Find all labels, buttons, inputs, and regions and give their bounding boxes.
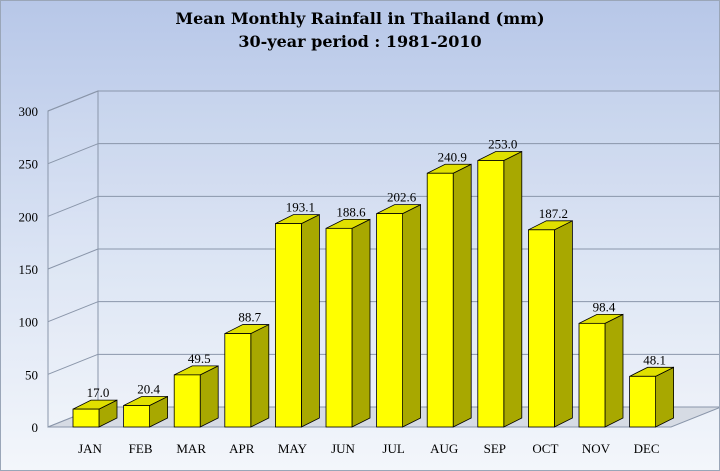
data-label: 88.7 (238, 310, 261, 325)
chart-subtitle: 30-year period : 1981-2010 (238, 32, 482, 51)
bar (224, 333, 252, 428)
x-tick-label: NOV (582, 441, 611, 456)
gridline-side (47, 353, 99, 375)
bar (123, 405, 150, 428)
gridline-side (47, 143, 99, 165)
bar-side (503, 150, 523, 428)
bar (578, 322, 606, 428)
x-tick-label: OCT (532, 441, 558, 456)
x-tick-label: JUN (331, 441, 355, 456)
y-tick-label: 50 (25, 367, 38, 382)
x-tick-label: JAN (78, 441, 102, 456)
bar (72, 408, 100, 428)
data-label: 240.9 (438, 149, 467, 164)
bar (426, 172, 454, 428)
y-tick-label: 300 (19, 104, 39, 119)
chart-title: Mean Monthly Rainfall in Thailand (mm) (175, 9, 545, 28)
bar-side (351, 218, 371, 428)
data-label: 193.1 (286, 200, 315, 215)
bar (376, 213, 404, 428)
bar-side (604, 313, 624, 428)
bar (629, 375, 656, 428)
x-tick-label: DEC (634, 441, 660, 456)
bar (173, 374, 201, 428)
x-tick-label: MAR (176, 441, 206, 456)
data-label: 48.1 (643, 352, 666, 367)
bar-side (655, 366, 674, 428)
bar-side (199, 365, 219, 428)
x-tick-label: JUL (382, 441, 404, 456)
data-label: 188.6 (336, 204, 366, 219)
y-tick-label: 200 (19, 209, 39, 224)
gridline-side (47, 90, 99, 112)
data-label: 187.2 (539, 206, 568, 221)
data-label: 20.4 (137, 382, 160, 397)
bar-side (452, 163, 472, 428)
data-label: 98.4 (593, 299, 616, 314)
bar-side (554, 220, 573, 428)
bar-side (300, 213, 320, 428)
data-label: 49.5 (188, 351, 211, 366)
x-tick-label: MAY (278, 441, 308, 456)
bar-side (250, 323, 270, 428)
y-tick-label: 0 (32, 420, 39, 435)
data-label: 17.0 (87, 385, 110, 400)
x-tick-label: AUG (430, 441, 458, 456)
y-tick-label: 100 (19, 315, 39, 330)
gridline-side (47, 301, 99, 323)
x-tick-label: SEP (484, 441, 506, 456)
y-tick-label: 250 (19, 157, 39, 172)
bar (477, 160, 505, 428)
gridline-side (47, 195, 99, 217)
bar-side (402, 203, 422, 428)
x-tick-label: APR (229, 441, 255, 456)
x-tick-label: FEB (129, 441, 153, 456)
bar (325, 227, 353, 428)
y-tick-label: 150 (19, 262, 39, 277)
data-label: 253.0 (488, 137, 517, 152)
bar (528, 229, 555, 428)
bar (274, 223, 302, 428)
gridline-side (47, 248, 99, 270)
data-label: 202.6 (387, 190, 417, 205)
